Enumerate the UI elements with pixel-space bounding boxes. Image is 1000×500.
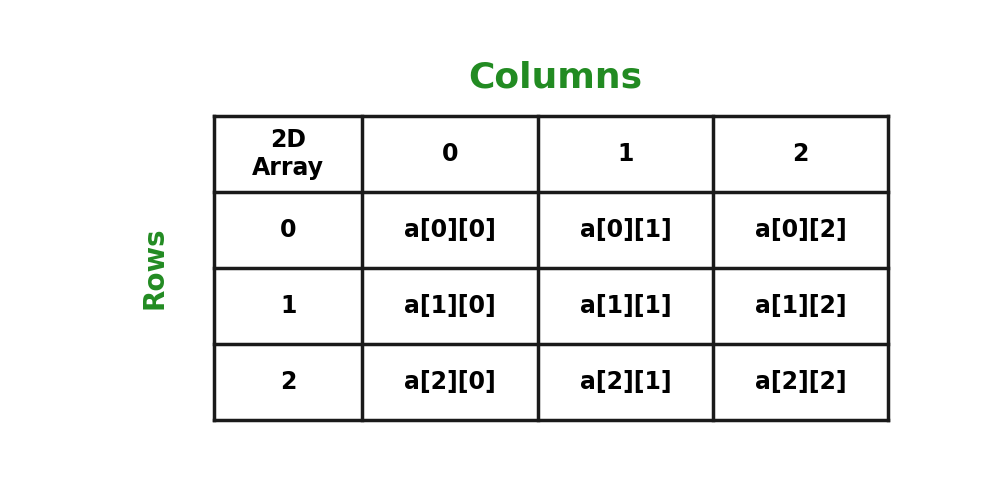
Text: a[1][2]: a[1][2] bbox=[755, 294, 847, 318]
Text: 0: 0 bbox=[280, 218, 297, 242]
Text: a[1][1]: a[1][1] bbox=[580, 294, 671, 318]
Text: 2: 2 bbox=[793, 142, 809, 166]
Text: a[0][1]: a[0][1] bbox=[580, 218, 671, 242]
Text: Columns: Columns bbox=[468, 60, 642, 94]
Text: a[2][0]: a[2][0] bbox=[404, 370, 496, 394]
Text: 0: 0 bbox=[442, 142, 458, 166]
Text: a[0][0]: a[0][0] bbox=[404, 218, 496, 242]
Text: Rows: Rows bbox=[140, 226, 168, 309]
Text: 2D
Array: 2D Array bbox=[252, 128, 324, 180]
Text: a[0][2]: a[0][2] bbox=[755, 218, 847, 242]
Text: 2: 2 bbox=[280, 370, 296, 394]
Text: 1: 1 bbox=[280, 294, 296, 318]
Text: a[2][2]: a[2][2] bbox=[755, 370, 847, 394]
Text: 1: 1 bbox=[617, 142, 634, 166]
Text: a[1][0]: a[1][0] bbox=[404, 294, 496, 318]
Text: a[2][1]: a[2][1] bbox=[580, 370, 671, 394]
